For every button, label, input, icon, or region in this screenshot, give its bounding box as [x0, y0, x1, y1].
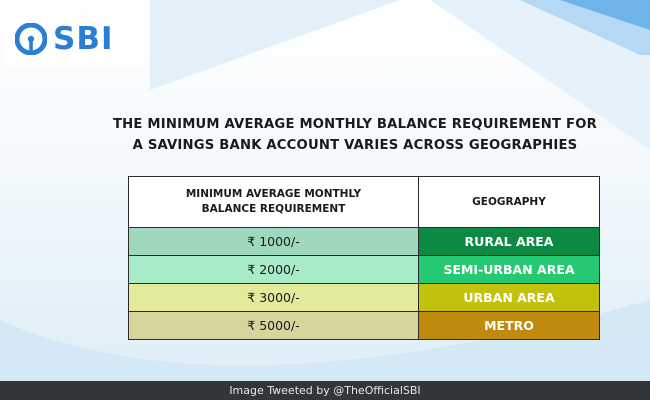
amount-cell: ₹ 3000/- [128, 283, 419, 312]
bg-shape-top-right [430, 0, 650, 150]
brand-logo: SBI [5, 12, 143, 66]
table-row: ₹ 1000/- RURAL AREA [128, 227, 600, 256]
table-header-row: MINIMUM AVERAGE MONTHLY BALANCE REQUIREM… [128, 176, 600, 228]
page-title: THE MINIMUM AVERAGE MONTHLY BALANCE REQU… [110, 114, 600, 156]
header-minimum-balance: MINIMUM AVERAGE MONTHLY BALANCE REQUIREM… [128, 176, 419, 228]
geography-cell: SEMI-URBAN AREA [418, 255, 600, 284]
brand-name: SBI [53, 21, 114, 57]
title-line-2: A SAVINGS BANK ACCOUNT VARIES ACROSS GEO… [132, 138, 578, 153]
geography-cell: URBAN AREA [418, 283, 600, 312]
balance-requirement-table: MINIMUM AVERAGE MONTHLY BALANCE REQUIREM… [128, 176, 600, 340]
geography-cell: RURAL AREA [418, 227, 600, 256]
geography-cell: METRO [418, 311, 600, 340]
bg-shape-top-left [150, 0, 400, 90]
table-row: ₹ 5000/- METRO [128, 311, 600, 340]
amount-cell: ₹ 1000/- [128, 227, 419, 256]
header-amount-line-2: BALANCE REQUIREMENT [201, 203, 346, 215]
title-line-1: THE MINIMUM AVERAGE MONTHLY BALANCE REQU… [112, 117, 597, 132]
header-amount-line-1: MINIMUM AVERAGE MONTHLY [185, 188, 362, 200]
table-row: ₹ 3000/- URBAN AREA [128, 283, 600, 312]
corner-accent-light [520, 0, 650, 55]
sbi-keyhole-logo-icon [15, 23, 47, 55]
amount-cell: ₹ 5000/- [128, 311, 419, 340]
amount-cell: ₹ 2000/- [128, 255, 419, 284]
table-row: ₹ 2000/- SEMI-URBAN AREA [128, 255, 600, 284]
header-geography: GEOGRAPHY [418, 176, 600, 228]
image-credit: Image Tweeted by @TheOfficialSBI [0, 381, 650, 400]
bg-wave [0, 300, 650, 400]
